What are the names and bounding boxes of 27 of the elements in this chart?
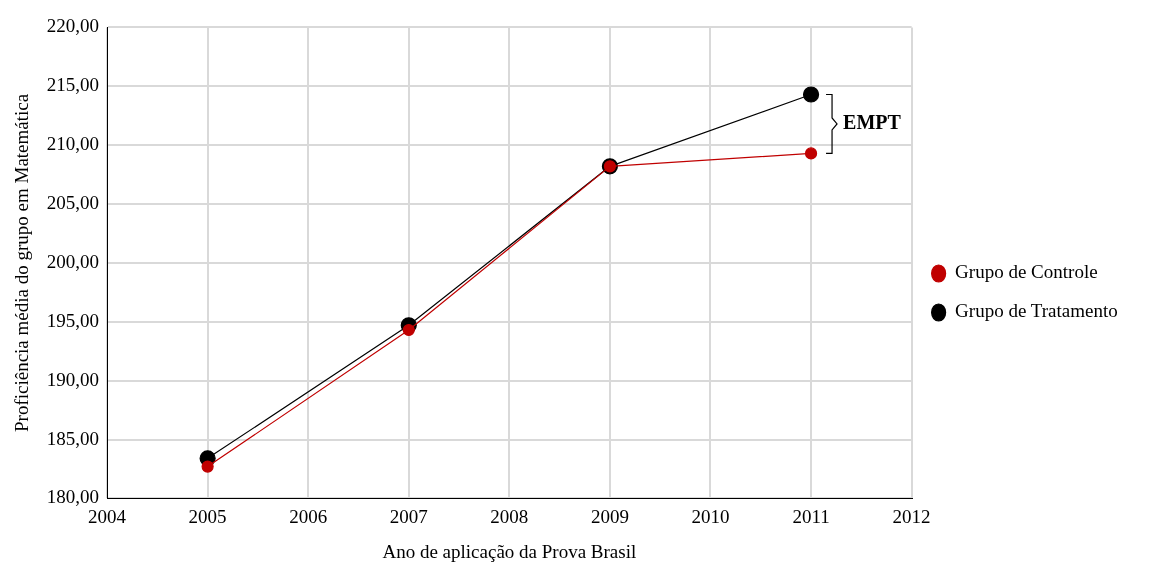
- x-tick-label: 2010: [691, 505, 730, 527]
- legend-label: Grupo de Controle: [955, 261, 1098, 283]
- x-tick-label: 2012: [892, 505, 931, 527]
- x-tick-label: 2004: [88, 505, 127, 527]
- y-tick-label: 200,00: [46, 250, 100, 272]
- y-tick-label: 205,00: [46, 192, 100, 214]
- y-tick-label: 185,00: [46, 427, 100, 449]
- y-tick-label: 220,00: [46, 15, 100, 37]
- y-tick-label: 195,00: [46, 309, 100, 331]
- x-tick-label: 2009: [590, 505, 629, 527]
- x-tick-label: 2011: [792, 505, 830, 527]
- point: [402, 323, 415, 337]
- y-tick-label: 190,00: [46, 368, 100, 390]
- x-tick-label: 2007: [389, 505, 428, 527]
- annotation: EMPT: [843, 111, 902, 134]
- point: [802, 86, 820, 103]
- x-tick-label: 2006: [289, 505, 328, 527]
- y-tick-label: 180,00: [46, 486, 100, 508]
- x-axis-title: Ano de aplicação da Prova Brasil: [382, 540, 637, 562]
- y-tick-label: 215,00: [46, 74, 100, 96]
- point: [201, 460, 214, 473]
- legend-label: Grupo de Tratamento: [955, 300, 1118, 322]
- y-axis-title: Proficiência média do grupo em Matemática: [11, 93, 33, 432]
- y-tick-label: 210,00: [46, 133, 100, 155]
- point: [804, 147, 818, 160]
- x-tick-label: 2005: [188, 505, 227, 527]
- x-tick-label: 2008: [490, 505, 529, 527]
